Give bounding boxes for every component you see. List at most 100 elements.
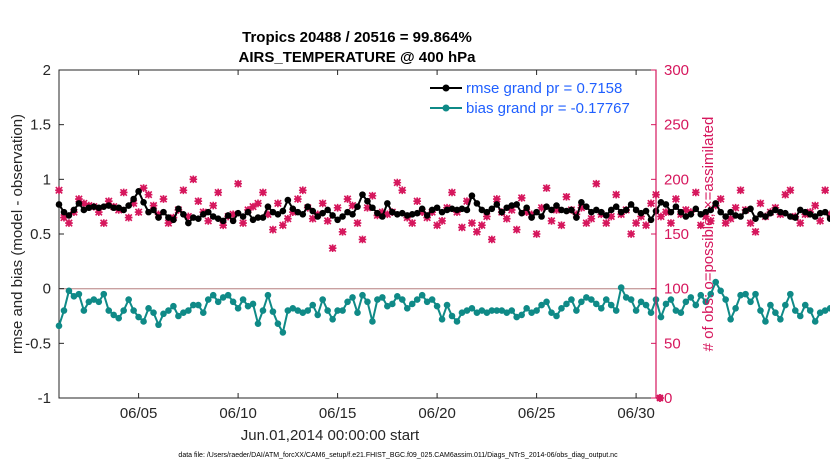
obs-assimilated-point (438, 217, 446, 225)
bias-point (239, 296, 247, 303)
y-tick-label-right: 250 (664, 117, 689, 134)
bias-point (622, 294, 630, 301)
bias-point (120, 307, 127, 314)
rmse-point (379, 213, 386, 220)
rmse-point (627, 201, 635, 208)
rmse-point (428, 206, 436, 214)
bias-point (224, 291, 232, 299)
bias-point (204, 296, 212, 303)
obs-assimilated-point (542, 184, 551, 192)
bias-point (488, 307, 496, 314)
rmse-point (722, 213, 729, 220)
obs-assimilated-point (293, 195, 302, 203)
bias-point (667, 296, 675, 303)
obs-assimilated-point (398, 186, 407, 195)
bias-point (354, 309, 361, 317)
bias-point (190, 301, 197, 309)
bias-point (747, 298, 754, 306)
rmse-point (483, 208, 491, 216)
bias-point (219, 294, 227, 301)
bias-point (558, 305, 565, 312)
rmse-point (757, 211, 764, 218)
rmse-point (65, 212, 73, 219)
bias-point (80, 307, 88, 314)
legend-bias-label: bias grand pr = -0.17767 (466, 100, 630, 117)
obs-assimilated-point (308, 214, 317, 223)
obs-assimilated-point (473, 227, 481, 236)
bias-point (95, 298, 103, 306)
bias-point (602, 296, 610, 303)
obs-assimilated-point (682, 206, 690, 214)
obs-assimilated-point (721, 219, 730, 227)
bias-point (150, 309, 157, 317)
rmse-point (543, 203, 550, 210)
rmse-point (498, 208, 506, 216)
obs-assimilated-point (517, 194, 526, 202)
obs-assimilated-point (547, 217, 556, 225)
obs-assimilated-point (378, 208, 387, 216)
bias-point (816, 309, 824, 317)
bias-point (100, 290, 108, 298)
bias-point (712, 278, 719, 286)
obs-assimilated-point (144, 190, 153, 199)
bias-point (65, 287, 73, 295)
rmse-point (433, 204, 441, 212)
bias-point (662, 300, 670, 308)
rmse-point (463, 206, 471, 214)
rmse-point (707, 206, 715, 214)
bias-point (145, 305, 152, 312)
y-tick-label: 0 (43, 281, 51, 298)
bias-point (617, 284, 625, 291)
bias-point (458, 309, 466, 317)
obs-assimilated-point (816, 217, 825, 225)
bias-point (503, 309, 511, 317)
bias-point (209, 291, 217, 299)
rmse-point (299, 211, 307, 218)
bias-point (249, 300, 257, 308)
obs-assimilated-point (149, 201, 158, 210)
rmse-point (70, 206, 78, 214)
rmse-point (319, 209, 326, 217)
obs-assimilated-point (701, 212, 710, 221)
obs-assimilated-point (532, 230, 541, 238)
obs-assimilated-point (413, 197, 422, 206)
obs-assimilated-point (612, 190, 621, 199)
bias-point (443, 301, 451, 309)
bias-point (428, 296, 436, 303)
bias-point (274, 320, 282, 327)
rmse-point (274, 211, 282, 218)
bias-point (85, 298, 93, 306)
rmse-point (468, 192, 476, 200)
bias-point (289, 305, 297, 312)
bias-point (140, 318, 147, 325)
obs-assimilated-point (259, 188, 267, 197)
rmse-point (737, 213, 744, 220)
obs-assimilated-point (209, 201, 218, 210)
y-tick-label: 1.5 (30, 117, 51, 134)
x-tick-label: 06/10 (219, 405, 257, 422)
obs-assimilated-point (318, 199, 327, 208)
bias-point (483, 309, 491, 317)
y-tick-label: 1 (43, 171, 51, 188)
obs-assimilated-point (522, 208, 531, 216)
rmse-point (518, 209, 525, 217)
rmse-point (90, 203, 98, 210)
bias-point (165, 307, 172, 314)
bias-point (811, 318, 819, 325)
bias-point (677, 309, 685, 317)
obs-assimilated-point (691, 188, 700, 197)
bias-point (513, 313, 520, 321)
y-tick-label-right: 50 (664, 335, 681, 352)
obs-assimilated-point (323, 217, 332, 225)
obs-assimilated-point (667, 219, 675, 227)
x-tick-label: 06/25 (518, 405, 556, 422)
obs-assimilated-point (184, 212, 193, 221)
bias-point (438, 315, 446, 323)
obs-assimilated-point (736, 186, 745, 195)
obs-assimilated-point (756, 199, 765, 208)
obs-assimilated-point (189, 175, 198, 184)
rmse-point (229, 217, 237, 225)
rmse-point (593, 206, 600, 214)
bias-point (339, 307, 346, 314)
bias-point (170, 302, 177, 310)
